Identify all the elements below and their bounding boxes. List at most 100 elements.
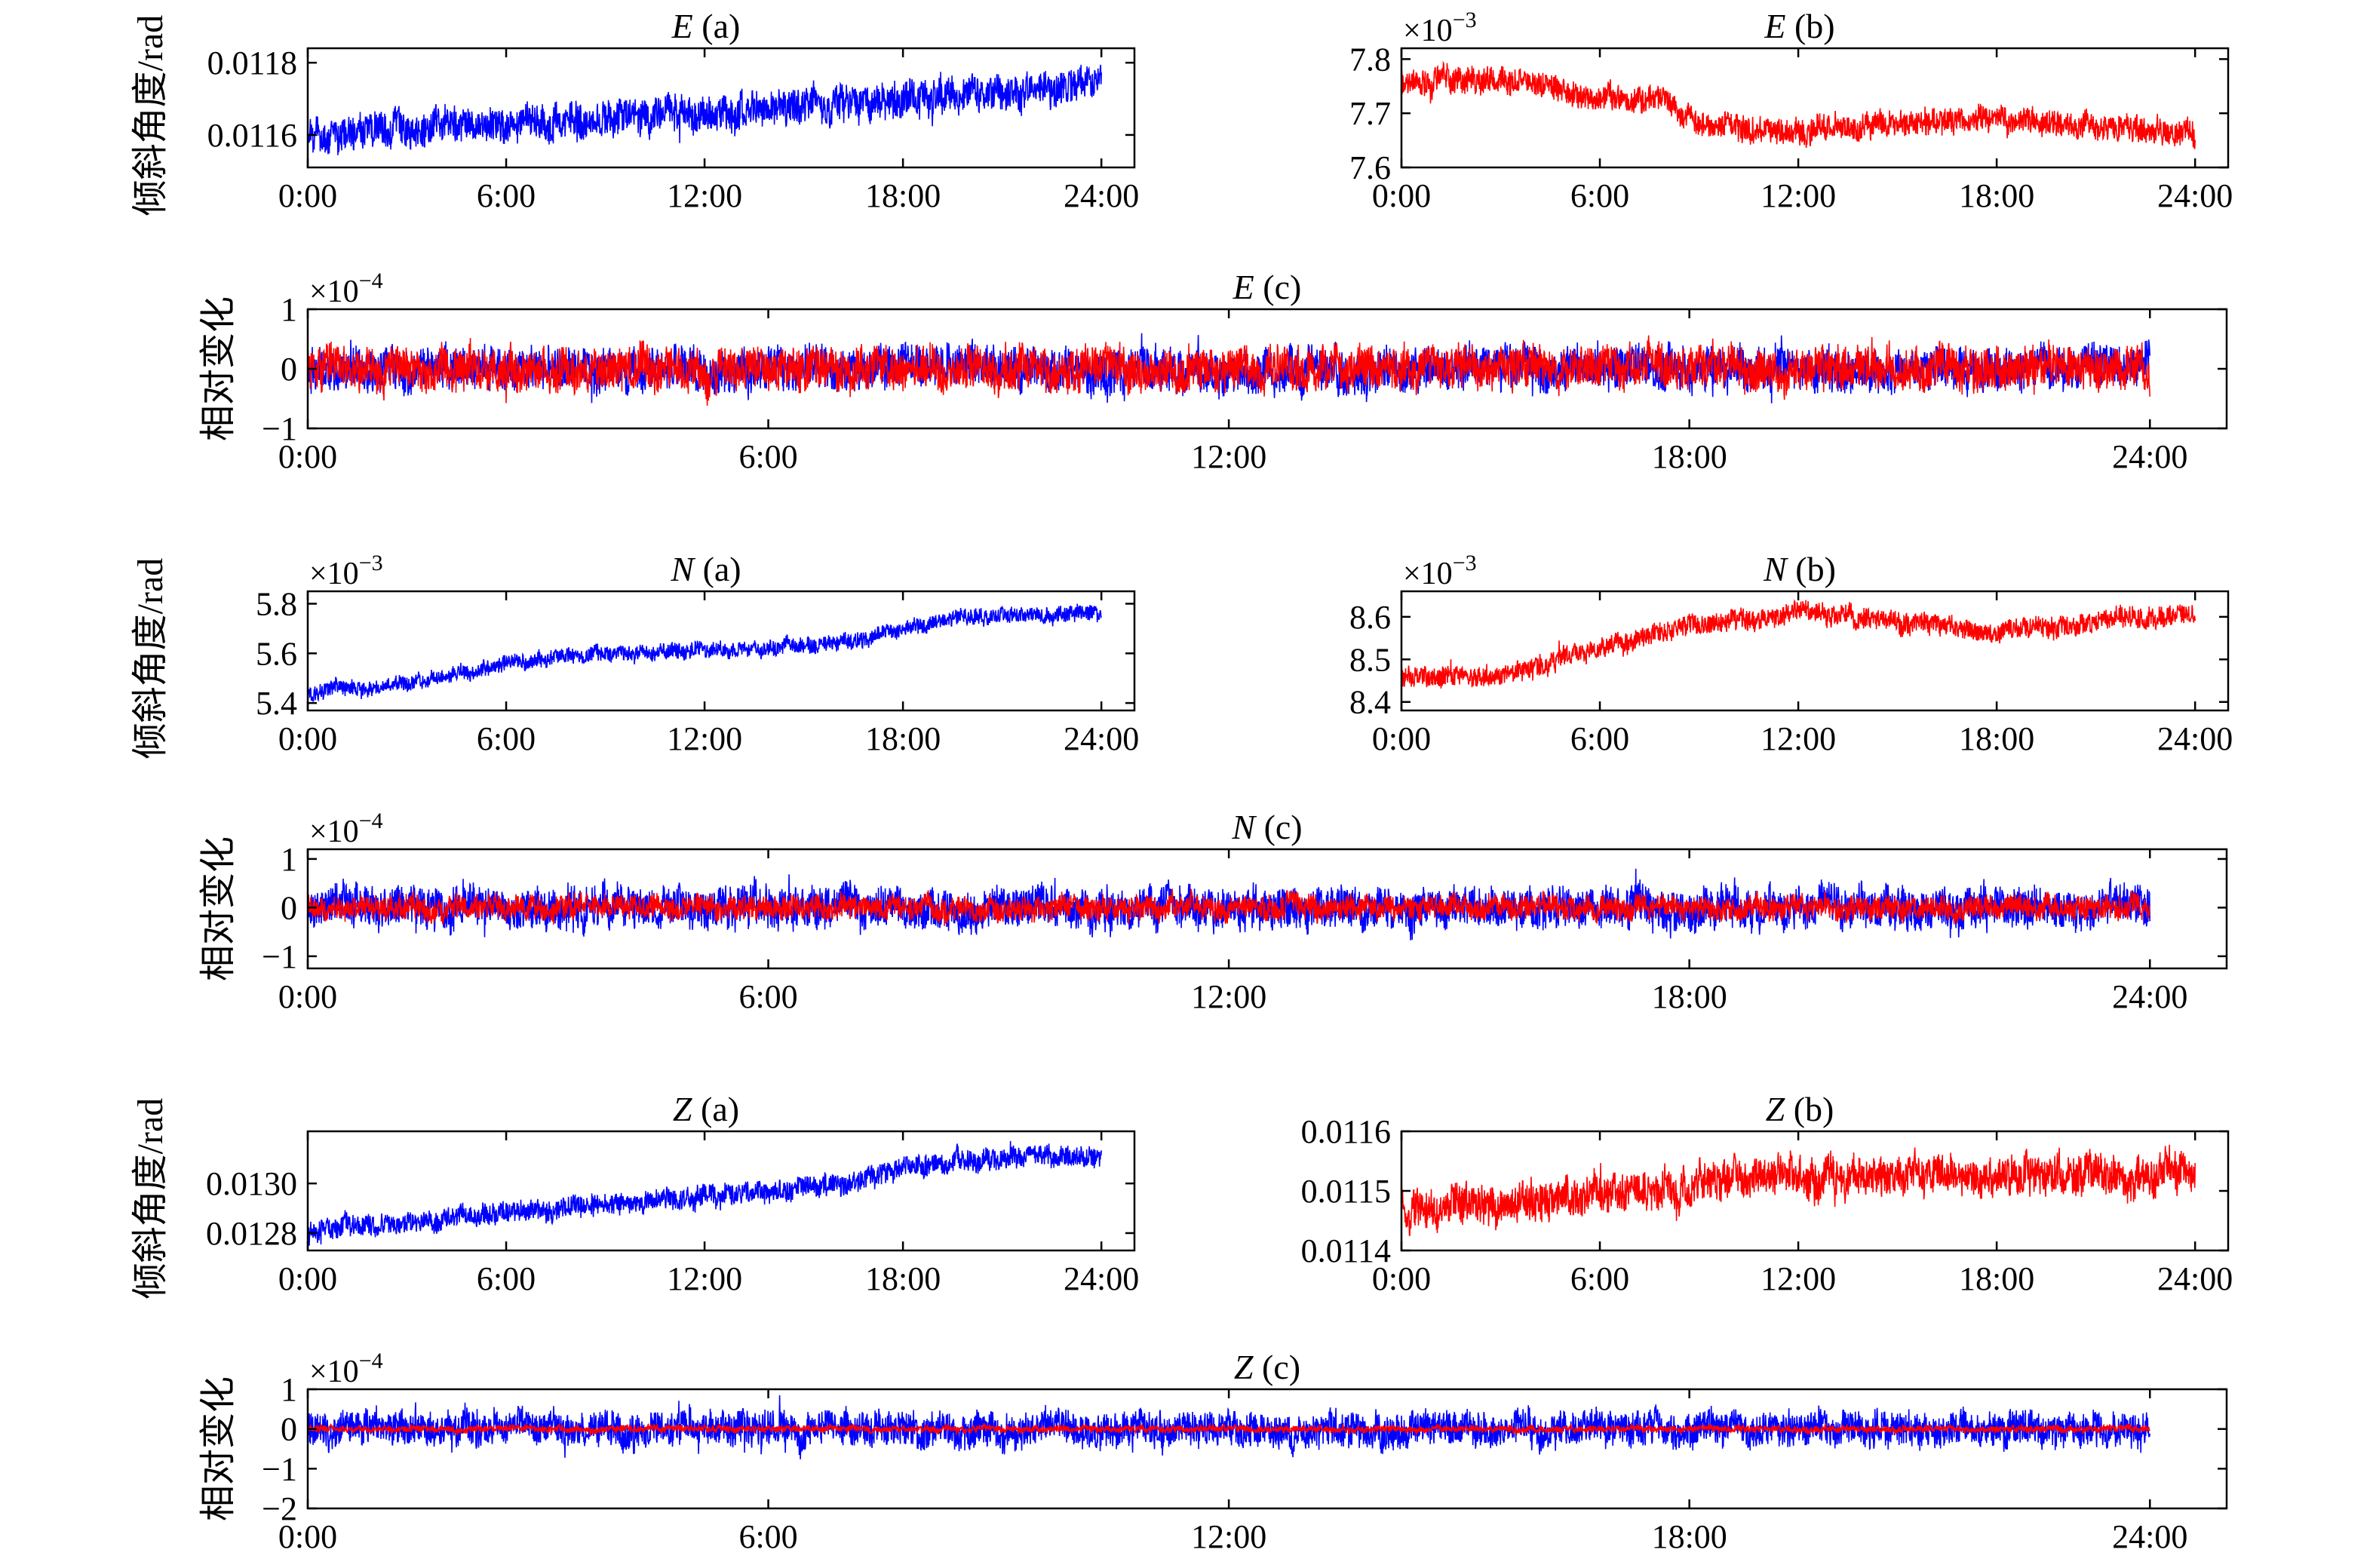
series-line-E-b-1: [1401, 60, 2196, 149]
x-tick-label: 0:00: [278, 177, 337, 214]
x-tick-label: 24:00: [2112, 1518, 2187, 1555]
y-tick-label: 8.4: [1349, 684, 1391, 721]
x-tick-label: 18:00: [1959, 1260, 2034, 1297]
y-axis-label: 倾斜角度/rad: [130, 1098, 170, 1300]
x-tick-label: 12:00: [667, 720, 742, 757]
chart-title: Z (c): [1234, 1348, 1300, 1386]
y-tick-label: 5.8: [256, 585, 297, 622]
y-tick-label: 0.0130: [206, 1165, 297, 1202]
y-tick-label: 1: [281, 841, 297, 878]
chart-N-a: 0:00 6:00 12:00 18:00 24:00 5.4 5.6 5.8 ×10−3 N (…: [130, 550, 1139, 759]
x-tick-label: 18:00: [1959, 177, 2034, 214]
series-line-Z-c-2: [308, 1422, 2150, 1437]
y-axis-label: 相对变化: [198, 1376, 238, 1521]
chart-title: N (c): [1231, 808, 1302, 846]
series-line-N-b-1: [1401, 599, 2196, 689]
axis-exponent: ×10−3: [309, 551, 383, 591]
chart-E-b: 0:00 6:00 12:00 18:00 24:00 7.6 7.7 7.8 ×10−3 E (…: [1349, 7, 2233, 214]
y-tick-label: 0: [281, 1411, 297, 1448]
chart-title: E (a): [671, 7, 741, 45]
chart-N-b: 0:00 6:00 12:00 18:00 24:00 8.4 8.5 8.6 ×10−3 N (…: [1349, 550, 2233, 757]
x-tick-label: 24:00: [1064, 720, 1139, 757]
series-line-N-a-1: [308, 603, 1102, 702]
axis-exponent: ×10−4: [309, 1349, 383, 1389]
x-tick-label: 12:00: [1191, 438, 1266, 475]
y-tick-label: 0.0115: [1301, 1173, 1391, 1210]
series-line-Z-c-1: [308, 1395, 2150, 1459]
x-tick-label: 6:00: [738, 438, 797, 475]
axes-frame: [1400, 590, 2230, 712]
y-tick-label: 7.7: [1349, 95, 1391, 132]
x-tick-label: 18:00: [865, 1260, 941, 1297]
x-tick-label: 18:00: [1652, 978, 1727, 1015]
x-tick-label: 0:00: [278, 438, 337, 475]
axes-frame: [306, 1388, 2228, 1510]
x-tick-label: 24:00: [2157, 720, 2233, 757]
x-tick-label: 0:00: [278, 720, 337, 757]
y-tick-label: −1: [262, 938, 297, 975]
y-axis-label: 倾斜角度/rad: [130, 558, 170, 759]
x-tick-label: 18:00: [1652, 438, 1727, 475]
x-tick-label: 24:00: [2112, 438, 2187, 475]
y-tick-label: 8.6: [1349, 599, 1391, 636]
x-tick-label: 18:00: [865, 177, 941, 214]
axes-frame: [306, 590, 1136, 712]
y-tick-label: 0.0128: [206, 1215, 297, 1252]
y-tick-label: 1: [281, 291, 297, 328]
x-tick-label: 0:00: [278, 1518, 337, 1555]
chart-E-c: 0:00 6:00 12:00 18:00 24:00 −1 0 1 ×10−4 E (c) 相对变…: [198, 268, 2228, 475]
y-tick-label: 8.5: [1349, 641, 1391, 678]
y-tick-label: 0.0114: [1301, 1232, 1391, 1269]
axes-frame: [306, 848, 2228, 970]
y-axis-label: 倾斜角度/rad: [130, 15, 170, 216]
y-tick-label: 7.8: [1349, 41, 1391, 78]
y-tick-label: 5.4: [256, 685, 297, 722]
chart-title: N (b): [1763, 550, 1836, 588]
chart-title: E (c): [1233, 268, 1302, 306]
y-tick-label: 1: [281, 1371, 297, 1408]
chart-N-c: 0:00 6:00 12:00 18:00 24:00 −1 0 1 ×10−4 N (c) 相对变…: [198, 808, 2228, 1015]
x-tick-label: 18:00: [1959, 720, 2034, 757]
series-line-Z-b-1: [1401, 1144, 2196, 1237]
x-tick-label: 12:00: [1191, 978, 1266, 1015]
axes-frame: [306, 1130, 1136, 1252]
chart-title: N (a): [670, 550, 741, 588]
x-tick-label: 6:00: [738, 1518, 797, 1555]
x-tick-label: 0:00: [1372, 177, 1431, 214]
x-tick-label: 6:00: [1570, 720, 1629, 757]
x-tick-label: 6:00: [477, 177, 536, 214]
axis-exponent: ×10−4: [309, 809, 383, 849]
axis-exponent: ×10−4: [309, 268, 383, 309]
x-tick-label: 12:00: [1761, 1260, 1836, 1297]
series-line-N-c-2: [308, 888, 2150, 926]
axis-exponent: ×10−3: [1403, 8, 1477, 48]
chart-Z-b: 0:00 6:00 12:00 18:00 24:00 0.0114 0.0115 0.011…: [1301, 1090, 2233, 1297]
chart-Z-a: 0:00 6:00 12:00 18:00 24:00 0.0128 0.0130 Z (a)…: [130, 1090, 1139, 1299]
x-tick-label: 12:00: [1761, 177, 1836, 214]
series-line-E-c-2: [308, 335, 2150, 406]
x-tick-label: 12:00: [1761, 720, 1836, 757]
x-tick-label: 12:00: [667, 177, 742, 214]
x-tick-label: 6:00: [1570, 1260, 1629, 1297]
y-tick-label: 0.0118: [207, 44, 297, 81]
x-tick-label: 24:00: [2157, 177, 2233, 214]
y-axis-label: 相对变化: [198, 296, 238, 441]
y-tick-label: 5.6: [256, 635, 297, 672]
y-tick-label: −2: [262, 1490, 297, 1527]
chart-title: E (b): [1764, 7, 1834, 45]
y-tick-label: −1: [262, 410, 297, 447]
x-tick-label: 0:00: [1372, 720, 1431, 757]
x-tick-label: 0:00: [278, 1260, 337, 1297]
x-tick-label: 24:00: [1064, 177, 1139, 214]
x-tick-label: 18:00: [865, 720, 941, 757]
x-tick-label: 24:00: [2157, 1260, 2233, 1297]
x-tick-label: 24:00: [1064, 1260, 1139, 1297]
chart-title: Z (b): [1766, 1090, 1834, 1128]
x-tick-label: 6:00: [1570, 177, 1629, 214]
y-tick-label: 0.0116: [207, 117, 297, 154]
chart-E-a: 0:00 6:00 12:00 18:00 24:00 0.0116 0.0118 E (a)…: [130, 7, 1139, 216]
x-tick-label: 12:00: [1191, 1518, 1266, 1555]
chart-Z-c: 0:00 6:00 12:00 18:00 24:00 −2−101 ×10−4 Z (c) 相…: [198, 1348, 2228, 1555]
x-tick-label: 24:00: [2112, 978, 2187, 1015]
